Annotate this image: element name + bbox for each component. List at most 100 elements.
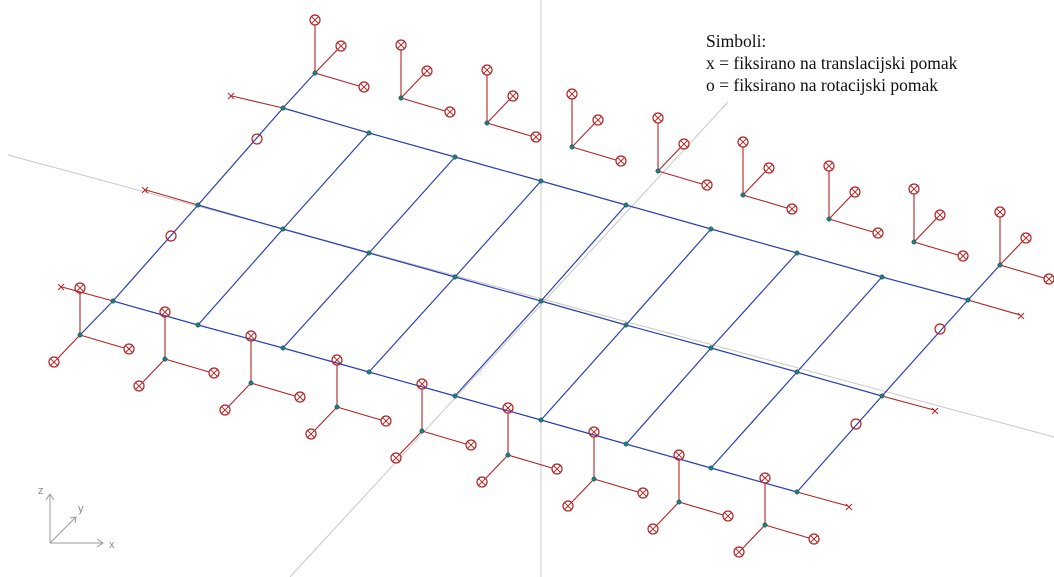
triad-y-arrow-icon: [69, 516, 77, 524]
front-support-4-horizontal-o-ring: [465, 439, 477, 451]
front-support-node-2: [248, 380, 254, 386]
front-support-node-1: [162, 356, 168, 362]
beam-row-2-4: [454, 395, 542, 421]
row-a-right-x-mark: [1017, 312, 1025, 320]
row-b-left-x-mark-b: [141, 186, 149, 194]
back-support-0-top-o-cross-b: [311, 16, 319, 24]
front-support-8-top-o-cross-b: [761, 474, 769, 482]
beam-row-2-3: [368, 371, 456, 397]
node-row-1-col-4: [538, 298, 544, 304]
beam-row-1-6: [710, 347, 798, 373]
front-support-5-diag-o: [476, 476, 488, 488]
back-support-0-diag-o-cross-b: [337, 42, 345, 50]
beam-row-1-2: [368, 252, 456, 278]
front-support-6-horizontal: [593, 478, 639, 493]
front-support-5-top-o: [502, 402, 514, 414]
front-support-4-horizontal-o: [465, 439, 477, 451]
front-support-1-top-o: [159, 306, 171, 318]
beam-row-1-5: [625, 324, 712, 349]
front-support-1-horizontal-o: [208, 367, 220, 379]
back-support-8-horizontal: [999, 264, 1045, 279]
beam-row-0-6: [796, 252, 883, 278]
back-support-5-top-o-cross-b: [739, 138, 747, 146]
front-support-2-top-o: [245, 330, 257, 342]
back-support-3-diag: [571, 123, 595, 148]
back-support-0-top-o-ring: [309, 14, 321, 26]
right-edge-upper-ring: [934, 323, 946, 335]
front-support-5-top-o-cross-b: [504, 404, 512, 412]
back-support-3-horizontal-o-ring: [615, 155, 627, 167]
front-support-5-top-o-ring: [502, 402, 514, 414]
front-support-2-top-o-ring: [245, 330, 257, 342]
left-edge-lower-ring: [165, 230, 177, 242]
front-support-0-horizontal-o-ring: [123, 343, 135, 355]
front-support-2-horizontal: [250, 382, 296, 397]
front-support-3-diag: [314, 406, 338, 431]
front-support-1-diag-o: [133, 380, 145, 392]
node-row-1-col-8: [879, 393, 885, 399]
front-support-node-7: [676, 499, 682, 505]
beam-col-lower-6: [625, 347, 712, 445]
back-support-5-horizontal-o-ring: [786, 203, 798, 215]
row-b-right-x-mark-b: [931, 407, 939, 415]
front-support-0-top-o-ring: [74, 282, 86, 294]
row-b-left-x-mark: [141, 186, 149, 194]
back-support-6-horizontal-o-cross-b: [874, 229, 882, 237]
triad-y-label: y: [78, 503, 84, 515]
back-support-7-horizontal-o-ring: [957, 250, 969, 262]
beam-row-2-5: [540, 419, 627, 445]
node-row-1-col-5: [623, 322, 629, 328]
front-support-7-horizontal: [678, 501, 724, 516]
front-support-6-diag: [571, 478, 595, 503]
node-row-0-col-7: [879, 274, 885, 280]
beam-col-lower-8: [796, 395, 883, 493]
back-support-7-top-o-ring: [908, 183, 920, 195]
front-support-7-horizontal-o-cross-b: [724, 512, 732, 520]
front-support-3-diag-o: [305, 428, 317, 440]
node-row-2-col-3: [366, 369, 372, 375]
back-support-node-5: [740, 192, 746, 198]
node-row-1-col-6: [708, 345, 714, 351]
back-support-1-diag-o-ring: [421, 65, 433, 77]
front-support-2-diag-o: [219, 404, 231, 416]
front-support-5-diag-o-cross-b: [478, 478, 486, 486]
front-support-8-diag-o-ring: [733, 546, 745, 558]
front-support-8-diag-o: [733, 546, 745, 558]
back-support-3-diag-o-ring: [592, 114, 604, 126]
beam-row-2-7: [710, 467, 798, 493]
legend-title: Simboli:: [706, 31, 767, 51]
node-row-1-col-7: [794, 369, 800, 375]
beam-col-lower-0: [112, 204, 199, 302]
back-support-2-horizontal-o: [530, 131, 542, 143]
front-support-0-horizontal: [79, 334, 125, 349]
legend-translation-fixed: x = fiksirano na translacijski pomak: [706, 53, 958, 73]
back-support-8-horizontal-o-cross-b: [1045, 275, 1053, 283]
back-support-5-diag-o-cross-b: [765, 164, 773, 172]
front-support-6-horizontal-o-cross-b: [639, 489, 647, 497]
beam-col-lower-3: [368, 276, 456, 373]
back-support-6-diag-o-ring: [849, 186, 861, 198]
beam-front-corner: [79, 300, 114, 336]
beam-col-lower-7: [710, 371, 798, 469]
back-support-0-diag-o-ring: [335, 40, 347, 52]
back-support-5-diag-o-ring: [763, 162, 775, 174]
front-support-node-5: [505, 452, 511, 458]
back-support-node-4: [655, 168, 661, 174]
row-c-left-x-mark: [57, 283, 65, 291]
triad-x-arrow-icon: [96, 538, 104, 548]
front-support-4-top-o-ring: [416, 378, 428, 390]
node-row-2-col-7: [708, 465, 714, 471]
back-support-1-top-o-cross-b: [397, 41, 405, 49]
front-support-2-horizontal-o: [294, 391, 306, 403]
back-support-8-diag-o-cross-b: [1022, 234, 1030, 242]
back-support-4-horizontal-o-ring: [701, 179, 713, 191]
back-support-8-top-o-ring: [994, 206, 1006, 218]
node-row-0-col-5: [708, 226, 714, 232]
legend-rotation-fixed: o = fiksirano na rotacijski pomak: [706, 75, 938, 95]
front-support-6-diag-o-ring: [562, 500, 574, 512]
front-support-3-top-o-ring: [331, 354, 343, 366]
back-support-0-diag: [314, 49, 338, 74]
back-support-3-top-o-cross-b: [568, 90, 576, 98]
back-support-6-horizontal: [828, 218, 874, 233]
